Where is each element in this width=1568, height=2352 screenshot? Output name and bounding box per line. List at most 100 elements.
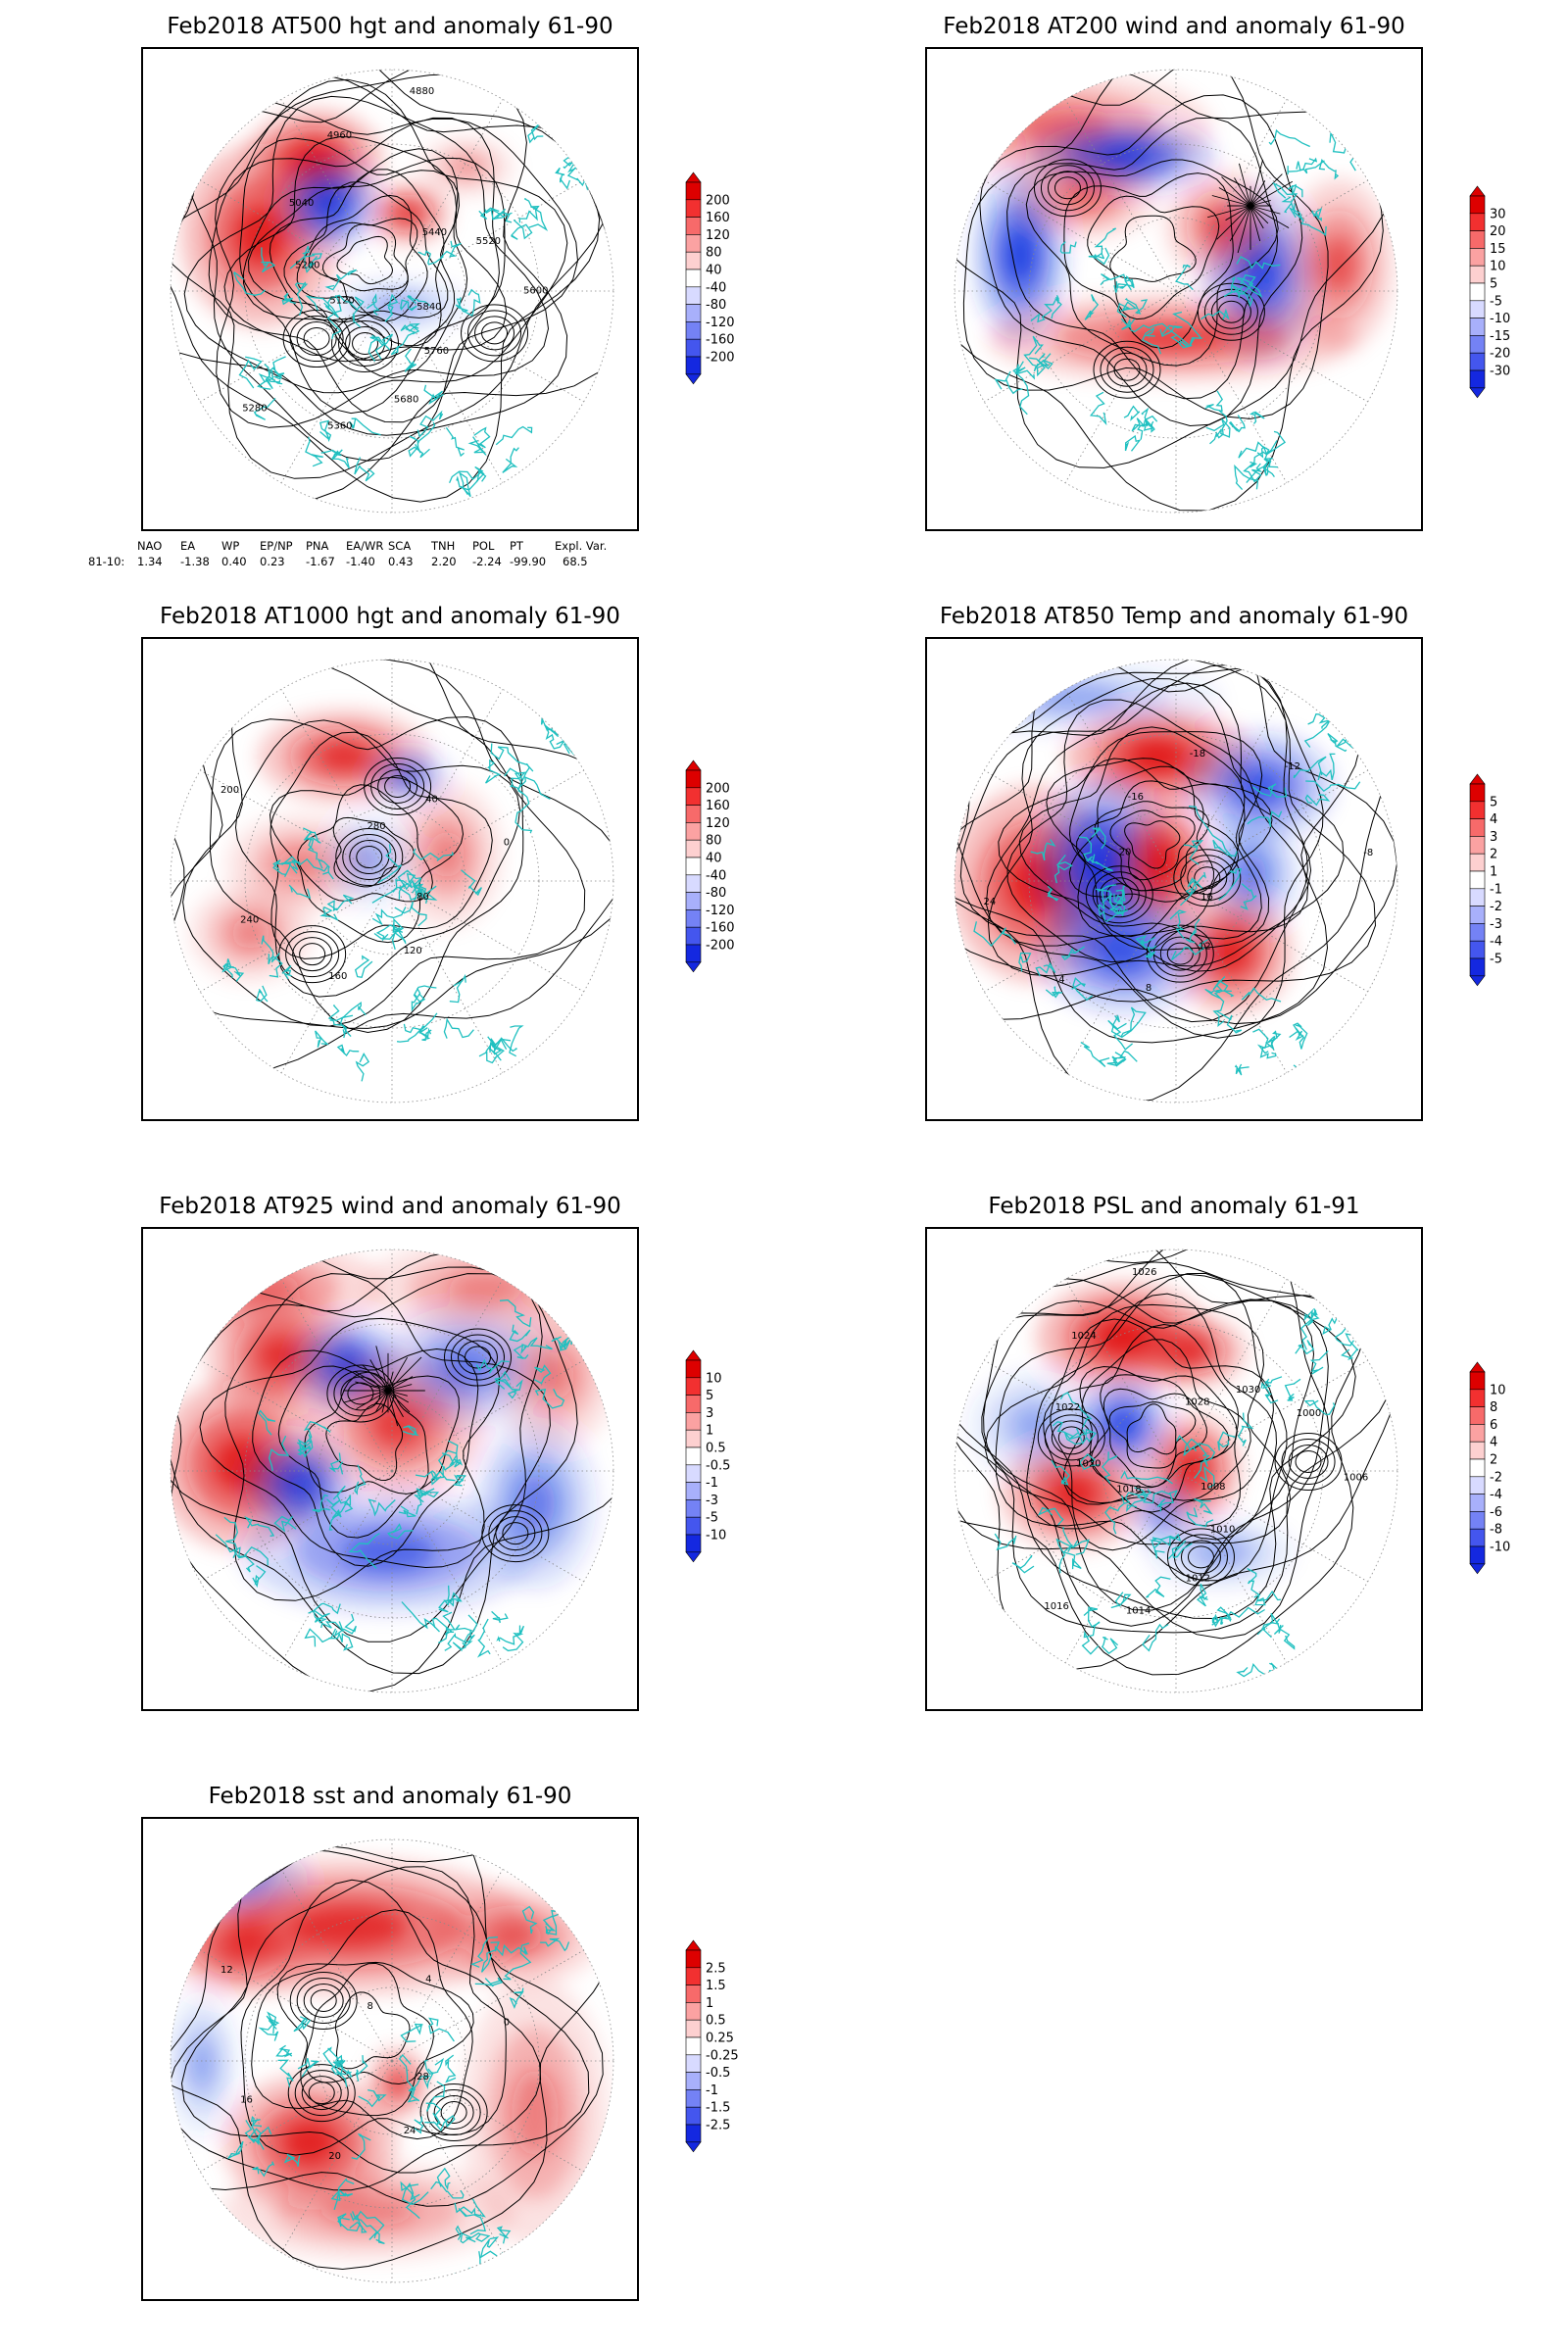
contour-label: 5520 <box>476 236 501 247</box>
teleconnection-headers: NAO EA WP EP/NP PNA EA/WR SCA TNH POL PT Expl. Var… <box>88 539 696 555</box>
colorbar-swatch <box>1469 853 1486 872</box>
colorbar-arrow-top <box>685 172 702 183</box>
colorbar-swatch <box>1469 1528 1486 1547</box>
colorbar-swatch <box>1469 1424 1486 1443</box>
colorbar-arrow-bottom <box>1469 387 1486 399</box>
teleconnection-value: -1.67 <box>306 555 335 568</box>
colorbar-graphic: 2.5 1.5 1 0.5 0.25 -0.25 -0.5 -1 -1.5 -2.5 <box>685 1939 739 2153</box>
contour-label: 5120 <box>329 295 354 306</box>
colorbar-swatch <box>685 234 702 253</box>
colorbar-tick-label: -1 <box>706 2083 718 2098</box>
colorbar-swatch <box>685 787 702 806</box>
teleconnection-value: 0.40 <box>221 555 247 568</box>
teleconnection-header: PNA <box>306 539 329 553</box>
polar-map: 16 12 8 4 24 20 -16 -18 -12 -8 <box>954 659 1398 1103</box>
map-frame: 5840 5760 5680 5360 5280 5120 5200 5040 4960 4880… <box>141 47 639 531</box>
colorbar-tick-label: 0.25 <box>706 2032 734 2046</box>
contour-label: 1000 <box>1297 1408 1321 1419</box>
map-content <box>171 1839 613 2282</box>
colorbar-swatch <box>685 251 702 270</box>
colorbar-swatch <box>685 1377 702 1396</box>
teleconnection-value: -1.38 <box>180 555 210 568</box>
colorbar-tick-label: -10 <box>1490 312 1510 326</box>
contour-label: 1010 <box>1210 1525 1235 1536</box>
panel-title: Feb2018 AT1000 hgt and anomaly 61-90 <box>160 604 620 629</box>
colorbar-swatch <box>1469 1511 1486 1530</box>
teleconnection-header: EA <box>180 539 196 553</box>
colorbar-tick-label: 15 <box>1490 242 1506 257</box>
colorbar-tick-label: 120 <box>706 228 730 243</box>
colorbar-tick-label: 1 <box>706 1424 713 1439</box>
colorbar-swatch <box>685 2036 702 2056</box>
teleconnection-value: 0.43 <box>388 555 414 568</box>
colorbar-tick-label: 80 <box>706 834 722 849</box>
teleconnection-value: 0.23 <box>260 555 285 568</box>
colorbar-swatch <box>685 1984 702 2003</box>
polar-map: 28 24 20 16 12 8 4 0 <box>170 1838 614 2283</box>
anomaly-shading <box>967 1281 1295 1590</box>
panel-title: Feb2018 PSL and anomaly 61-91 <box>988 1194 1360 1219</box>
colorbar-tick-label: 3 <box>706 1406 713 1421</box>
hemisphere-boundary <box>954 1249 1398 1693</box>
colorbar-tick-label: 1.5 <box>706 1979 726 1993</box>
colorbar-tick-label: -160 <box>706 921 735 936</box>
anomaly-shading <box>171 1840 609 2260</box>
colorbar-swatch <box>685 1464 702 1483</box>
hemisphere-boundary <box>954 69 1398 514</box>
colorbar-swatch <box>1469 906 1486 924</box>
colorbar-swatch <box>685 217 702 235</box>
colorbar-tick-label: 8 <box>1490 1400 1497 1415</box>
contour-label: 5280 <box>242 403 267 414</box>
colorbar-swatch <box>1469 282 1486 302</box>
map-frame <box>141 1227 639 1711</box>
colorbar-tick-label: 6 <box>1490 1418 1497 1433</box>
polar-map: 5840 5760 5680 5360 5280 5120 5200 5040 4960 4880… <box>170 69 614 514</box>
colorbar-at925: 10 5 3 1 0.5 -0.5 -1 -3 -5 -10 <box>685 1349 755 1566</box>
colorbar-tick-label: -6 <box>1490 1505 1502 1520</box>
colorbar-graphic: 200 160 120 80 40 -40 -80 -120 -160 -200 <box>685 760 735 973</box>
colorbar-tick-label: 5 <box>1490 795 1497 809</box>
colorbar-arrow-bottom <box>1469 1563 1486 1575</box>
colorbar-swatch <box>685 822 702 841</box>
teleconnection-header: WP <box>221 539 240 553</box>
colorbar-swatch <box>685 2072 702 2090</box>
teleconnection-values: 81-10: 1.34 -1.38 0.40 0.23 -1.67 -1.40 0.43 2.2… <box>88 555 696 570</box>
colorbar-swatch <box>685 1949 702 1969</box>
colorbar-swatch <box>685 199 702 218</box>
colorbar-swatch <box>1469 300 1486 318</box>
colorbar-sst: 2.5 1.5 1 0.5 0.25 -0.25 -0.5 -1 -1.5 -2.5 <box>685 1939 755 2156</box>
colorbar-swatch <box>1469 1476 1486 1494</box>
colorbar-arrow-top <box>685 760 702 771</box>
colorbar-swatch <box>685 181 702 201</box>
teleconnection-value: -2.24 <box>472 555 502 568</box>
colorbar-tick-label: -3 <box>706 1494 718 1508</box>
colorbar-swatch <box>1469 335 1486 354</box>
panel-title: Feb2018 sst and anomaly 61-90 <box>208 1784 572 1809</box>
colorbar-tick-label: 40 <box>706 852 722 866</box>
colorbar-swatch <box>685 321 702 340</box>
colorbar-tick-label: -200 <box>706 939 735 954</box>
teleconnection-header: POL <box>472 539 495 553</box>
colorbar-swatch <box>685 805 702 823</box>
contour-label: 20 <box>328 2151 341 2162</box>
contour-label: 1008 <box>1200 1482 1225 1493</box>
polar-map <box>170 1249 614 1693</box>
colorbar-tick-label: -1.5 <box>706 2101 730 2116</box>
colorbar-arrow-bottom <box>685 373 702 385</box>
teleconnection-value: -99.90 <box>510 555 547 568</box>
colorbar-tick-label: -80 <box>706 886 726 901</box>
colorbar-tick-label: -3 <box>1490 917 1502 932</box>
contour-label: 4880 <box>410 86 434 97</box>
contour-label: 1006 <box>1344 1472 1368 1483</box>
hemisphere-boundary <box>170 69 614 514</box>
colorbar-tick-label: -5 <box>1490 953 1502 967</box>
colorbar-swatch <box>685 356 702 375</box>
map-content <box>171 70 613 513</box>
teleconnection-header: EA/WR <box>346 539 384 553</box>
contour-labels: 28 24 20 16 12 8 4 0 <box>220 1965 510 2162</box>
colorbar-arrow-top <box>685 1939 702 1951</box>
coastlines <box>215 1298 586 1658</box>
colorbar-swatch <box>685 1499 702 1518</box>
colorbar-swatch <box>1469 1458 1486 1478</box>
colorbar-at500: 200 160 120 80 40 -40 -80 -120 -160 -200 <box>685 172 755 388</box>
